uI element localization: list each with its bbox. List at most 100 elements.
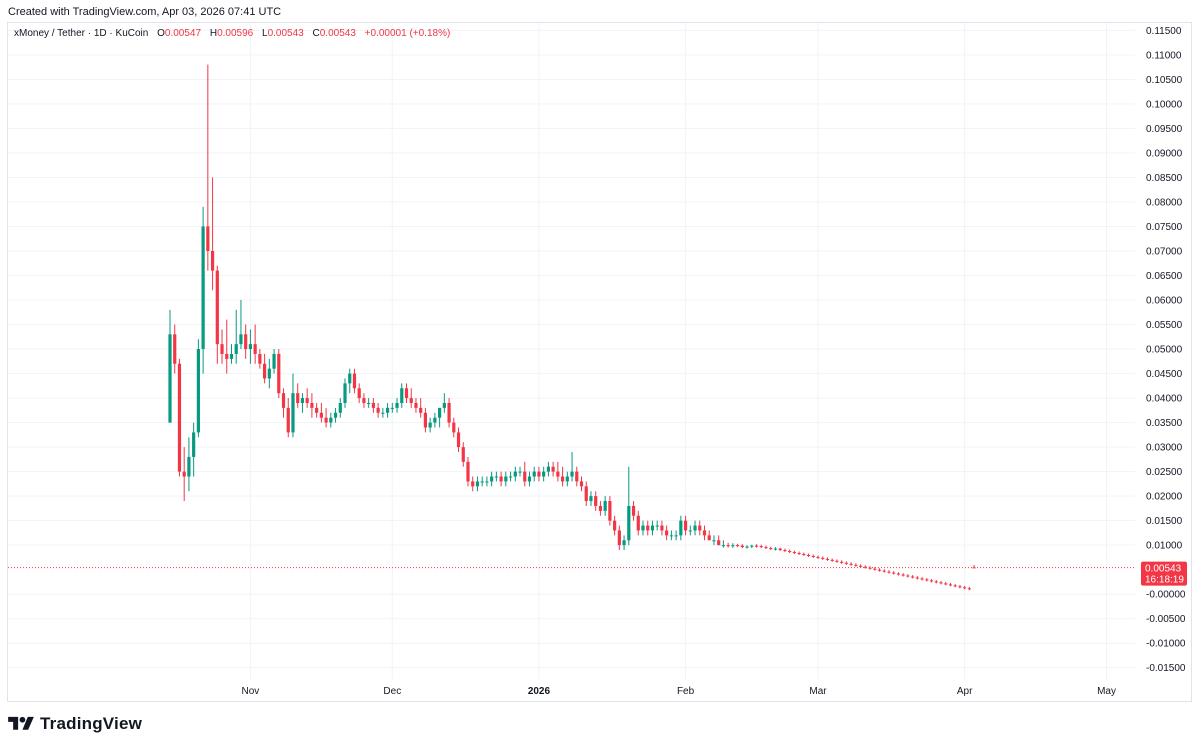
candle[interactable]: [438, 407, 442, 428]
candle[interactable]: [617, 525, 621, 551]
candle[interactable]: [343, 378, 347, 408]
candle[interactable]: [594, 491, 598, 511]
candle[interactable]: [929, 578, 934, 583]
candle[interactable]: [688, 525, 692, 536]
candle[interactable]: [461, 442, 465, 467]
candle[interactable]: [679, 515, 683, 541]
candle[interactable]: [527, 471, 532, 487]
candle[interactable]: [352, 368, 357, 394]
candle[interactable]: [329, 412, 333, 428]
candle[interactable]: [390, 402, 394, 413]
candle[interactable]: [944, 581, 948, 586]
candle[interactable]: [783, 548, 787, 553]
candle[interactable]: [210, 177, 215, 291]
candle[interactable]: [669, 530, 673, 541]
candle[interactable]: [556, 461, 560, 482]
candle[interactable]: [409, 388, 413, 408]
candle[interactable]: [925, 578, 929, 582]
candle[interactable]: [863, 565, 867, 569]
candle[interactable]: [310, 393, 314, 418]
candle[interactable]: [433, 412, 437, 428]
candle[interactable]: [920, 577, 924, 581]
candle[interactable]: [896, 572, 901, 576]
candle[interactable]: [740, 544, 744, 549]
candle[interactable]: [911, 575, 915, 579]
candle[interactable]: [806, 553, 811, 557]
symbol-title[interactable]: xMoney / Tether · 1D · KuCoin: [14, 28, 149, 39]
candle[interactable]: [362, 393, 366, 408]
candle[interactable]: [272, 349, 276, 374]
candle[interactable]: [731, 543, 735, 549]
candle[interactable]: [948, 582, 953, 587]
candle[interactable]: [480, 476, 484, 487]
candle[interactable]: [608, 496, 612, 526]
candle[interactable]: [518, 466, 522, 477]
candle[interactable]: [873, 567, 877, 571]
candle[interactable]: [173, 324, 177, 374]
candle[interactable]: [769, 546, 773, 551]
candle[interactable]: [428, 417, 432, 433]
candle[interactable]: [901, 573, 905, 577]
candle[interactable]: [570, 452, 574, 482]
candle[interactable]: [934, 579, 938, 584]
candle[interactable]: [367, 398, 371, 408]
candle[interactable]: [187, 437, 191, 492]
candle[interactable]: [660, 520, 664, 536]
candle[interactable]: [395, 398, 399, 413]
candle[interactable]: [712, 535, 716, 546]
candle[interactable]: [494, 471, 498, 482]
candle[interactable]: [385, 402, 390, 418]
candle[interactable]: [201, 206, 205, 374]
candle[interactable]: [324, 407, 328, 428]
candle[interactable]: [499, 471, 503, 487]
candle[interactable]: [754, 544, 759, 548]
candle[interactable]: [953, 583, 957, 588]
candle[interactable]: [513, 466, 517, 482]
candle[interactable]: [646, 520, 650, 536]
candle[interactable]: [182, 447, 186, 502]
candle[interactable]: [508, 471, 513, 482]
candle[interactable]: [792, 550, 796, 554]
candle[interactable]: [253, 324, 257, 364]
candle[interactable]: [584, 481, 588, 506]
candle[interactable]: [915, 576, 919, 580]
candle[interactable]: [825, 557, 830, 561]
candle[interactable]: [958, 584, 962, 589]
candle[interactable]: [348, 368, 352, 394]
candle[interactable]: [627, 466, 631, 546]
candle[interactable]: [641, 520, 645, 536]
candle[interactable]: [192, 422, 196, 477]
candle[interactable]: [721, 540, 726, 548]
candle[interactable]: [551, 461, 555, 477]
candle[interactable]: [849, 562, 853, 566]
candle[interactable]: [244, 324, 248, 359]
candle[interactable]: [234, 309, 238, 364]
candle[interactable]: [419, 398, 423, 418]
candle[interactable]: [693, 520, 697, 536]
candle[interactable]: [220, 329, 224, 364]
candle[interactable]: [281, 388, 286, 418]
candle[interactable]: [717, 535, 721, 546]
candle[interactable]: [456, 427, 461, 453]
candle[interactable]: [745, 545, 749, 549]
candle[interactable]: [683, 515, 688, 536]
candle[interactable]: [267, 358, 271, 389]
candle[interactable]: [906, 574, 910, 578]
candle[interactable]: [381, 407, 385, 418]
candle[interactable]: [177, 358, 182, 477]
candle[interactable]: [603, 496, 607, 516]
candle[interactable]: [830, 558, 834, 562]
candle[interactable]: [589, 491, 593, 506]
candle[interactable]: [248, 329, 253, 364]
candle[interactable]: [442, 393, 446, 413]
candle[interactable]: [698, 520, 702, 536]
candle[interactable]: [371, 398, 375, 413]
candle[interactable]: [485, 476, 489, 487]
candle[interactable]: [296, 383, 300, 408]
tradingview-logo[interactable]: TradingView: [8, 714, 142, 734]
candle[interactable]: [286, 398, 290, 438]
candle[interactable]: [225, 319, 229, 374]
candle[interactable]: [215, 265, 219, 364]
candle[interactable]: [802, 552, 806, 556]
